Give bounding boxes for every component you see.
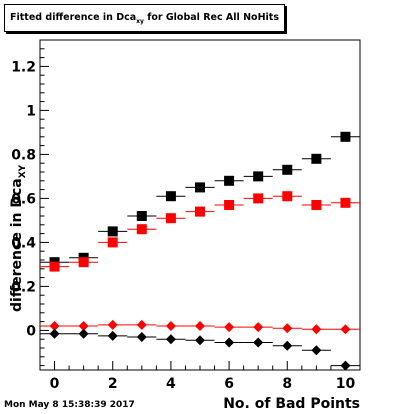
- y-tick-label: 0.6: [11, 191, 36, 207]
- data-point: [340, 324, 351, 335]
- x-tick-label: 10: [336, 376, 356, 392]
- data-point: [107, 330, 118, 341]
- data-point: [195, 335, 205, 346]
- data-point: [340, 131, 351, 142]
- y-axis-label-main: difference in Dca: [9, 178, 25, 312]
- data-point: [224, 175, 235, 186]
- y-tick-label: 0.8: [11, 147, 36, 163]
- data-point: [311, 153, 322, 164]
- chart-title-prefix: Fitted difference in Dca: [10, 12, 137, 23]
- y-tick-label: 1: [26, 103, 36, 119]
- data-point: [195, 321, 205, 331]
- data-point: [340, 197, 351, 208]
- data-point: [136, 224, 147, 235]
- data-point: [311, 200, 322, 210]
- data-point: [107, 319, 118, 330]
- data-point: [78, 321, 89, 331]
- tick-labels: 0 0.2 0.4 0.6 0.8 1 1.2 0 2 4 6 8 10: [11, 59, 355, 392]
- x-axis-label: No. of Bad Points: [223, 396, 360, 412]
- data-point: [253, 337, 264, 348]
- data-point: [195, 206, 205, 217]
- data-point: [253, 171, 264, 182]
- data-point: [136, 332, 147, 342]
- data-point: [165, 321, 176, 331]
- data-point: [49, 321, 60, 331]
- y-axis-label-subscript: XY: [18, 164, 28, 179]
- y-axis-label: difference in DcaXY: [9, 162, 29, 312]
- data-point: [282, 340, 293, 351]
- data-point: [340, 360, 351, 371]
- timestamp: Mon May 8 15:38:39 2017: [4, 400, 135, 410]
- x-tick-label: 0: [50, 376, 60, 392]
- chart-title: Fitted difference in Dcaxy for Global Re…: [4, 4, 285, 32]
- data-point: [165, 191, 176, 202]
- data-point: [282, 191, 293, 202]
- data-point: [224, 200, 235, 210]
- data-point: [195, 182, 205, 193]
- series-2: [40, 319, 360, 335]
- data-point: [49, 328, 60, 339]
- series-3: [40, 328, 360, 371]
- data-point: [78, 328, 89, 339]
- data-series: [40, 131, 360, 371]
- series-0: [40, 131, 360, 268]
- data-point: [107, 226, 118, 237]
- data-point: [253, 193, 264, 204]
- data-point: [107, 237, 118, 248]
- data-point: [136, 319, 147, 330]
- data-point: [224, 337, 235, 348]
- data-point: [165, 334, 176, 345]
- data-point: [165, 213, 176, 224]
- chart-title-suffix: for Global Rec All NoHits: [143, 12, 279, 23]
- data-point: [253, 322, 264, 333]
- x-tick-label: 4: [166, 376, 176, 392]
- y-tick-label: 0: [26, 323, 36, 339]
- data-point: [311, 324, 322, 335]
- data-point: [282, 164, 293, 175]
- data-point: [224, 322, 235, 333]
- data-point: [49, 261, 60, 272]
- data-point: [136, 211, 147, 221]
- data-point: [282, 323, 293, 334]
- y-tick-label: 0.2: [11, 279, 36, 295]
- series-1: [40, 191, 360, 272]
- data-point: [311, 345, 322, 356]
- y-tick-label: 1.2: [11, 59, 36, 75]
- chart-title-subscript: xy: [136, 18, 144, 25]
- x-tick-label: 8: [282, 376, 292, 392]
- data-point: [78, 257, 89, 268]
- y-tick-label: 0.4: [11, 235, 36, 251]
- x-tick-label: 6: [224, 376, 234, 392]
- x-tick-label: 2: [108, 376, 118, 392]
